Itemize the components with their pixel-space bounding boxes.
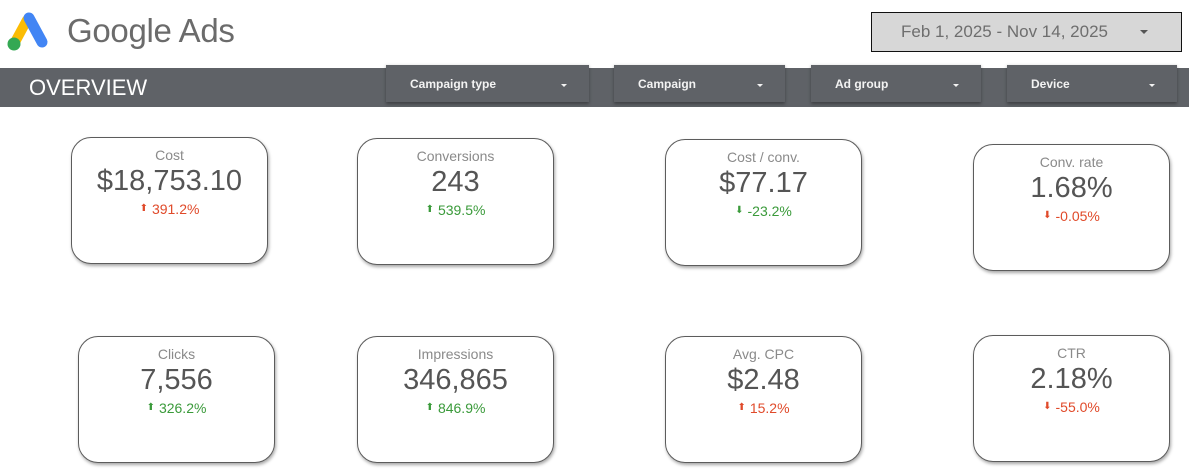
filter-device[interactable]: Device [1007, 64, 1177, 102]
scorecard-value: 243 [431, 166, 480, 198]
scorecard-value: 7,556 [140, 364, 213, 396]
filter-campaign[interactable]: Campaign [614, 64, 785, 102]
scorecard-ctr: CTR 2.18% ⬇ -55.0% [973, 335, 1170, 462]
arrow-down-icon: ⬇ [735, 205, 744, 216]
filter-label: Campaign [638, 77, 697, 91]
scorecard-title: CTR [1057, 345, 1086, 361]
scorecard-value: 346,865 [403, 364, 508, 396]
arrow-down-icon: ⬇ [1043, 401, 1052, 412]
delta-value: 539.5% [437, 202, 486, 218]
date-range-picker[interactable]: Feb 1, 2025 - Nov 14, 2025 [871, 12, 1182, 52]
scorecard-impressions: Impressions 346,865 ⬆ 846.9% [357, 336, 554, 463]
scorecard-title: Cost [155, 147, 184, 163]
arrow-up-icon: ⬆ [737, 402, 746, 413]
scorecard-delta: ⬇ -23.2% [735, 203, 792, 219]
scorecard-delta: ⬆ 391.2% [140, 201, 200, 217]
delta-value: -0.05% [1055, 208, 1100, 224]
arrow-up-icon: ⬆ [425, 204, 434, 215]
scorecard-delta: ⬆ 539.5% [426, 202, 486, 218]
filter-label: Device [1031, 77, 1070, 91]
section-title: OVERVIEW [29, 75, 148, 100]
logo-text: Google Ads [67, 11, 235, 49]
arrow-up-icon: ⬆ [146, 402, 155, 413]
scorecard-delta: ⬆ 846.9% [426, 400, 486, 416]
scorecard-cost-per-conv: Cost / conv. $77.17 ⬇ -23.2% [665, 139, 862, 266]
scorecard-value: $2.48 [727, 364, 800, 396]
scorecard-clicks: Clicks 7,556 ⬆ 326.2% [78, 336, 275, 463]
scorecard-avg-cpc: Avg. CPC $2.48 ⬆ 15.2% [665, 336, 862, 463]
chevron-down-icon [1149, 84, 1155, 87]
chevron-down-icon [561, 84, 567, 87]
chevron-down-icon [1140, 30, 1148, 34]
scorecard-delta: ⬇ -55.0% [1043, 399, 1100, 415]
filter-campaign-type[interactable]: Campaign type [386, 64, 589, 102]
arrow-up-icon: ⬆ [425, 402, 434, 413]
scorecard-delta: ⬆ 326.2% [147, 400, 207, 416]
arrow-down-icon: ⬇ [1043, 210, 1052, 221]
filter-ad-group[interactable]: Ad group [811, 64, 981, 102]
delta-value: 326.2% [158, 400, 207, 416]
scorecard-cost: Cost $18,753.10 ⬆ 391.2% [71, 137, 268, 264]
google-ads-logo-icon [7, 12, 48, 51]
delta-value: -55.0% [1055, 399, 1100, 415]
scorecard-title: Avg. CPC [732, 346, 795, 362]
scorecard-value: $18,753.10 [96, 165, 243, 197]
filter-label: Campaign type [410, 77, 497, 91]
scorecard-title: Conversions [416, 148, 495, 164]
scorecard-title: Clicks [157, 346, 196, 362]
scorecard-value: 2.18% [1030, 363, 1113, 395]
arrow-up-icon: ⬆ [139, 203, 148, 214]
scorecard-conv-rate: Conv. rate 1.68% ⬇ -0.05% [973, 144, 1170, 271]
scorecard-title: Cost / conv. [727, 149, 800, 165]
overview-bar: OVERVIEW [0, 68, 1189, 107]
chevron-down-icon [757, 84, 763, 87]
scorecard-delta: ⬇ -0.05% [1043, 208, 1100, 224]
scorecard-title: Conv. rate [1039, 154, 1104, 170]
chevron-down-icon [953, 84, 959, 87]
scorecard-value: 1.68% [1030, 172, 1113, 204]
scorecard-title: Impressions [417, 346, 494, 362]
scorecard-conversions: Conversions 243 ⬆ 539.5% [357, 138, 554, 265]
delta-value: 15.2% [749, 400, 790, 416]
delta-value: 391.2% [151, 201, 200, 217]
delta-value: 846.9% [437, 400, 486, 416]
delta-value: -23.2% [747, 203, 792, 219]
scorecard-value: $77.17 [719, 167, 808, 199]
date-range-label: Feb 1, 2025 - Nov 14, 2025 [901, 22, 1108, 41]
scorecard-delta: ⬆ 15.2% [737, 400, 789, 416]
google-ads-logo: Google Ads [5, 8, 235, 52]
filter-label: Ad group [835, 77, 889, 91]
